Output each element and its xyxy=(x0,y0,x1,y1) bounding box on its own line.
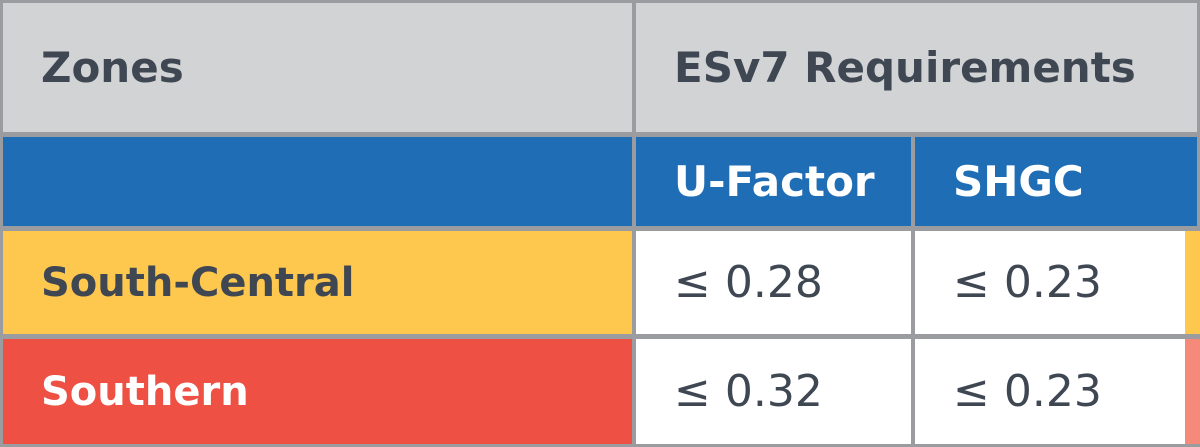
shgc-value: ≤ 0.23 xyxy=(953,366,1102,417)
edge-divider xyxy=(1183,231,1185,334)
u-factor-value: ≤ 0.32 xyxy=(674,366,823,417)
table-cell-shgc: ≤ 0.23 xyxy=(915,339,1183,444)
subheader-shgc: SHGC xyxy=(915,137,1197,226)
edge-divider xyxy=(1183,339,1185,444)
header-esv7-label: ESv7 Requirements xyxy=(674,43,1136,92)
subheader-u-factor: U-Factor xyxy=(636,137,911,226)
zone-label: Southern xyxy=(41,368,249,415)
table-cell-u-factor: ≤ 0.28 xyxy=(636,231,911,334)
u-factor-value: ≤ 0.28 xyxy=(674,257,823,308)
zone-label: South-Central xyxy=(41,259,355,306)
table-row-zone: South-Central xyxy=(3,231,632,334)
shgc-value: ≤ 0.23 xyxy=(953,257,1102,308)
subheader-shgc-label: SHGC xyxy=(953,157,1084,206)
table-row-zone: Southern xyxy=(3,339,632,444)
header-zones-label: Zones xyxy=(41,43,184,92)
header-esv7-requirements: ESv7 Requirements xyxy=(636,3,1197,132)
row-edge-southern xyxy=(1185,339,1200,444)
table-cell-u-factor: ≤ 0.32 xyxy=(636,339,911,444)
subheader-blank xyxy=(3,137,632,226)
subheader-u-factor-label: U-Factor xyxy=(674,157,875,206)
row-edge-south-central xyxy=(1185,231,1200,334)
table-cell-shgc: ≤ 0.23 xyxy=(915,231,1183,334)
header-zones: Zones xyxy=(3,3,632,132)
